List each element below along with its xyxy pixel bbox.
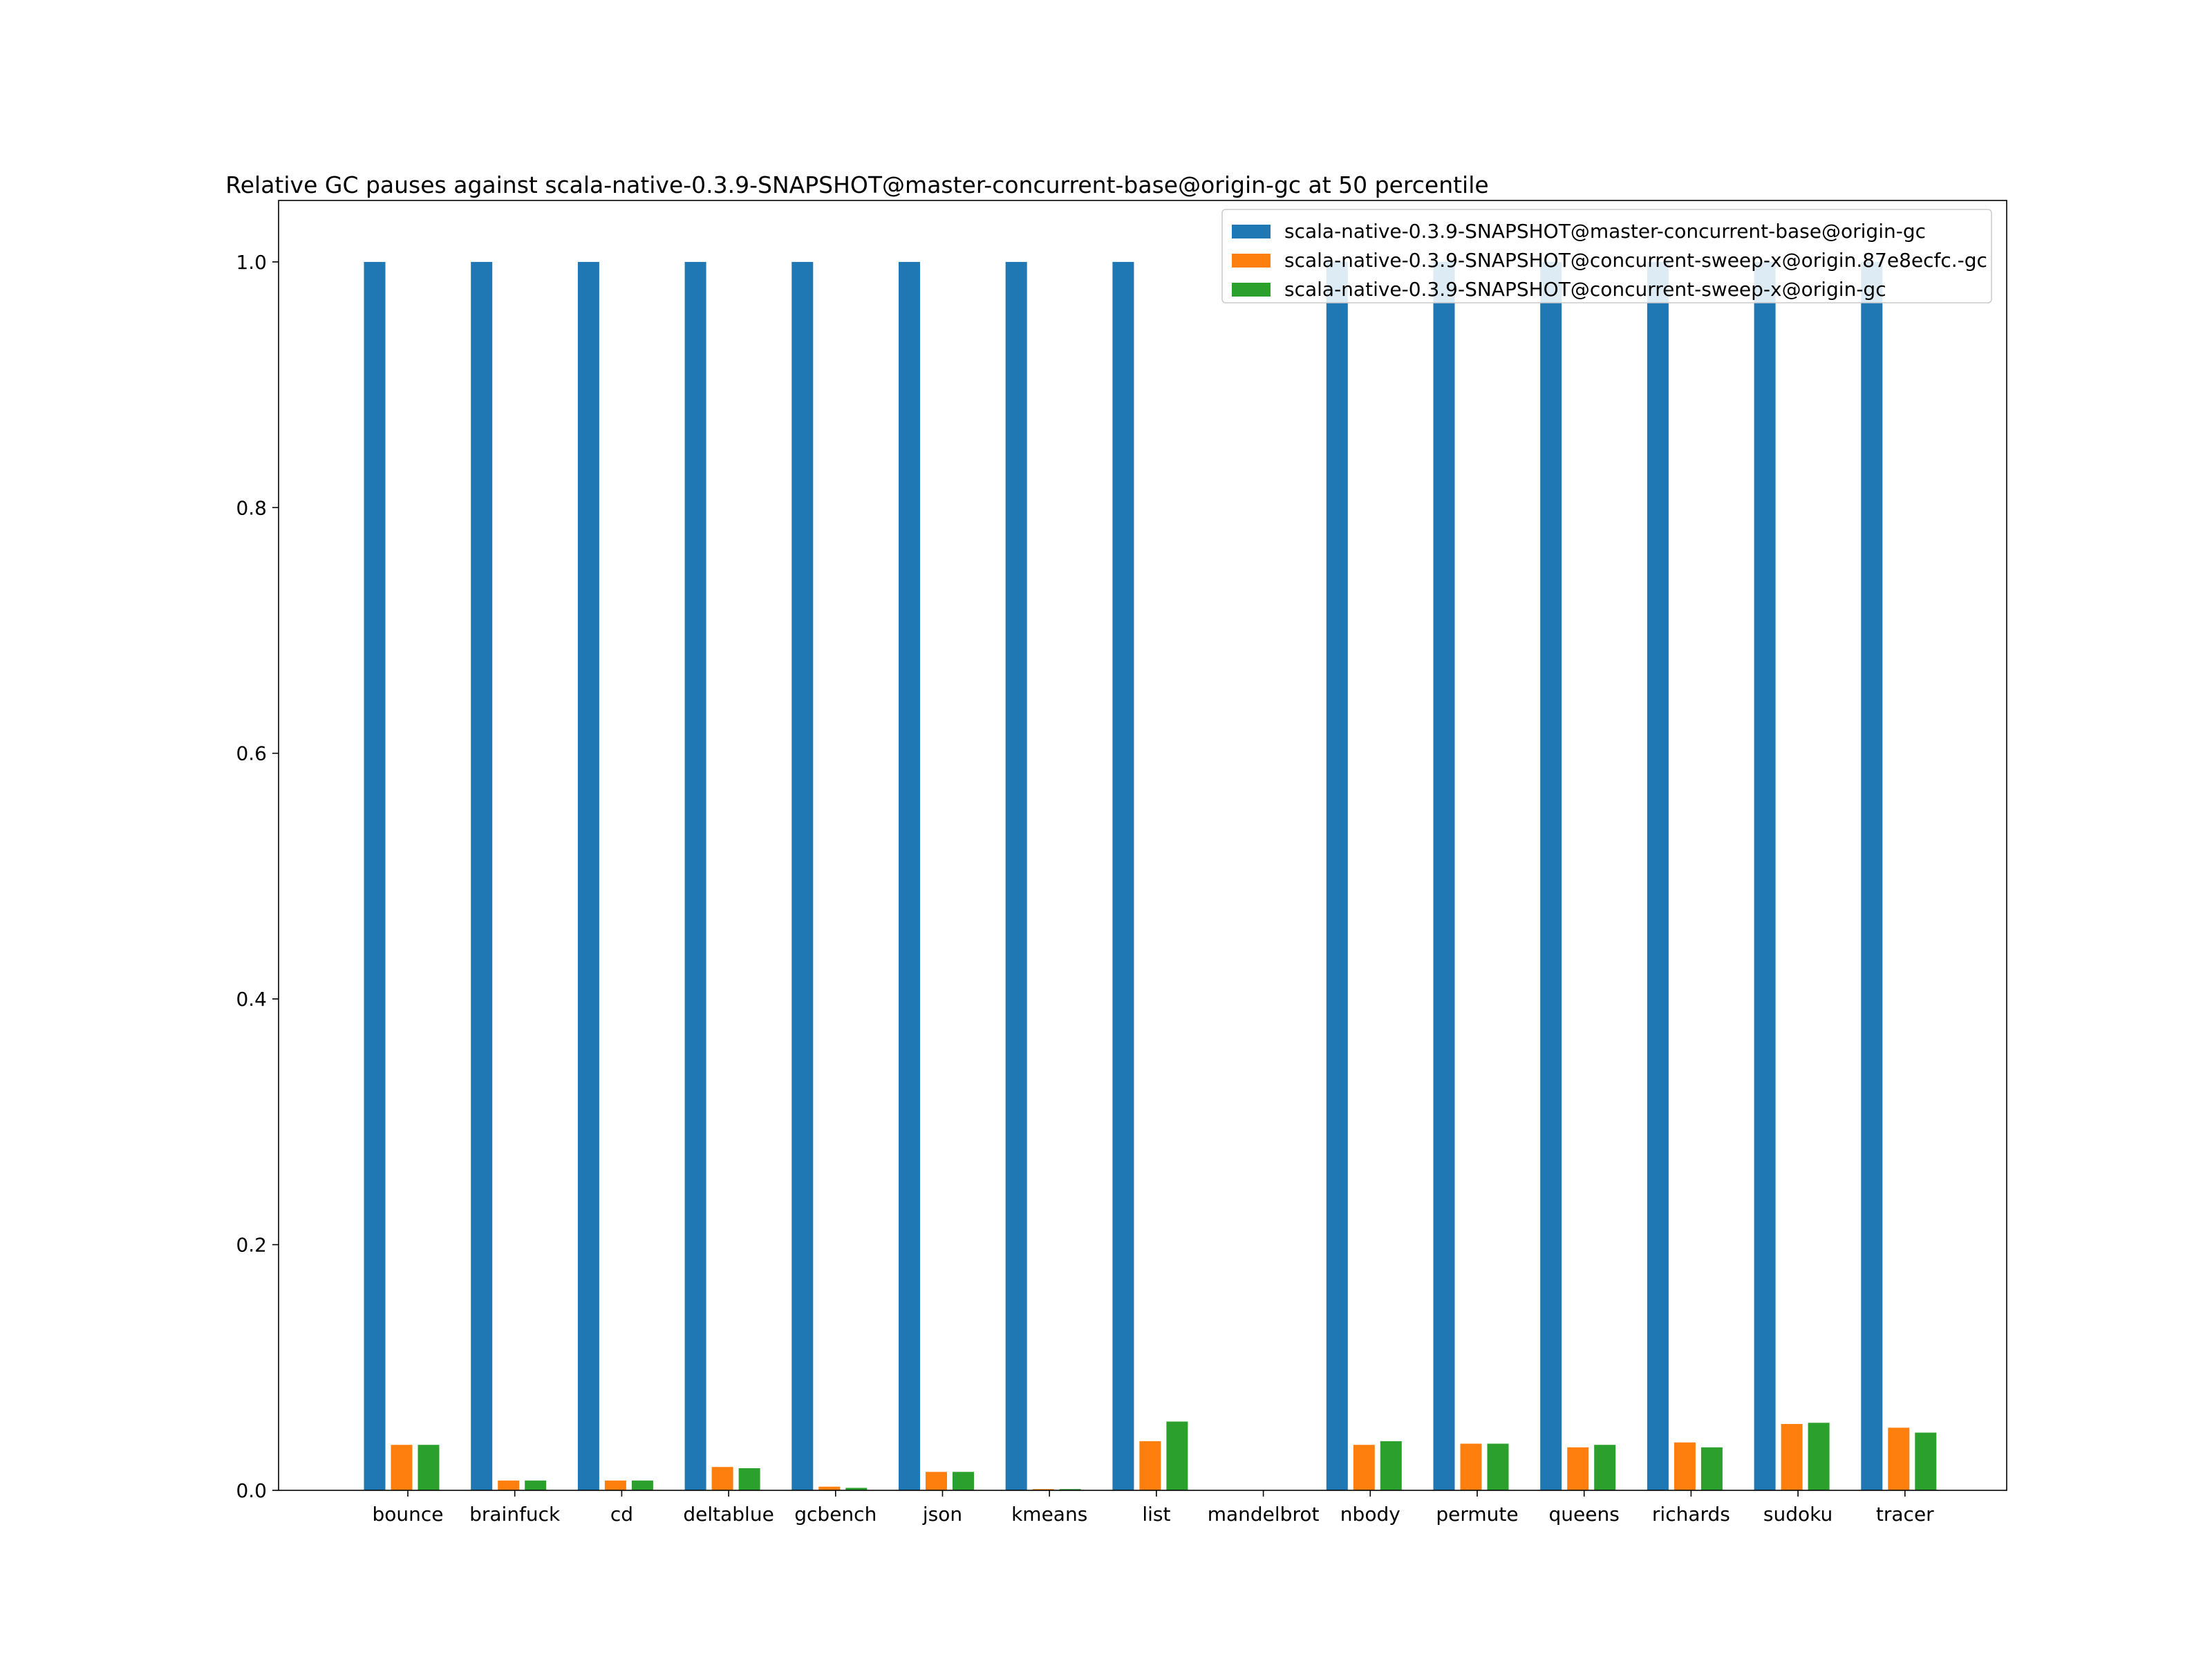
legend-swatch xyxy=(1232,283,1271,297)
legend-swatch xyxy=(1232,254,1271,268)
bar-queens-series-2 xyxy=(1567,1447,1589,1490)
bar-gcbench-series-3 xyxy=(845,1488,868,1490)
bar-richards-series-3 xyxy=(1700,1447,1723,1490)
x-tick-label: json xyxy=(922,1503,962,1526)
legend-box xyxy=(1221,209,1992,303)
y-tick-label: 0.0 xyxy=(236,1479,267,1502)
bar-deltablue-series-1 xyxy=(684,261,706,1490)
bar-deltablue-series-2 xyxy=(711,1467,733,1490)
bar-json-series-3 xyxy=(953,1472,974,1490)
legend-label: scala-native-0.3.9-SNAPSHOT@concurrent-s… xyxy=(1284,249,1987,272)
bar-tracer-series-1 xyxy=(1861,261,1883,1490)
bar-tracer-series-2 xyxy=(1888,1427,1910,1490)
bar-gcbench-series-1 xyxy=(791,261,814,1490)
bar-gcbench-series-2 xyxy=(818,1486,841,1490)
bar-sudoku-series-2 xyxy=(1781,1424,1803,1490)
bar-list-series-2 xyxy=(1139,1441,1161,1490)
bar-deltablue-series-3 xyxy=(738,1468,760,1490)
legend: scala-native-0.3.9-SNAPSHOT@master-concu… xyxy=(1221,209,1992,303)
x-tick-label: gcbench xyxy=(794,1503,877,1526)
bar-json-series-1 xyxy=(899,261,920,1490)
y-tick-label: 0.6 xyxy=(236,742,267,765)
bar-nbody-series-3 xyxy=(1380,1441,1402,1490)
bar-permute-series-1 xyxy=(1433,261,1455,1490)
bar-json-series-2 xyxy=(926,1472,947,1490)
x-tick-label: kmeans xyxy=(1011,1503,1087,1526)
bars-layer xyxy=(364,261,1937,1490)
bar-bounce-series-1 xyxy=(364,261,386,1490)
plot-frame xyxy=(278,200,2007,1491)
x-tick-label: list xyxy=(1142,1503,1170,1526)
bar-cd-series-2 xyxy=(604,1480,626,1490)
bar-brainfuck-series-2 xyxy=(498,1480,520,1490)
y-tick-label: 0.8 xyxy=(236,496,267,519)
bar-cd-series-1 xyxy=(577,261,599,1490)
bar-permute-series-2 xyxy=(1460,1443,1482,1490)
bar-brainfuck-series-3 xyxy=(525,1480,547,1490)
bar-sudoku-series-1 xyxy=(1754,261,1776,1490)
x-tick-label: brainfuck xyxy=(469,1503,561,1526)
y-tick-label: 0.2 xyxy=(236,1234,267,1257)
x-tick-label: tracer xyxy=(1876,1503,1934,1526)
y-tick-label: 1.0 xyxy=(236,251,267,274)
chart-title: Relative GC pauses against scala-native-… xyxy=(225,171,1488,198)
bar-cd-series-3 xyxy=(631,1480,653,1490)
bar-list-series-1 xyxy=(1112,261,1134,1490)
bar-nbody-series-2 xyxy=(1353,1445,1375,1490)
bar-permute-series-3 xyxy=(1487,1443,1509,1490)
x-tick-label: mandelbrot xyxy=(1208,1503,1320,1526)
bar-nbody-series-1 xyxy=(1326,261,1348,1490)
y-tick-label: 0.4 xyxy=(236,988,267,1011)
bar-bounce-series-2 xyxy=(391,1445,413,1490)
bar-sudoku-series-3 xyxy=(1808,1423,1830,1490)
bar-kmeans-series-3 xyxy=(1059,1489,1081,1490)
x-tick-label: cd xyxy=(610,1503,633,1526)
bar-richards-series-1 xyxy=(1647,261,1669,1490)
x-axis: bounce brainfuck cd deltablue gcbench json kme… xyxy=(372,1490,1934,1526)
bar-queens-series-1 xyxy=(1540,261,1562,1490)
x-tick-label: nbody xyxy=(1340,1503,1400,1526)
bar-kmeans-series-2 xyxy=(1032,1489,1054,1490)
y-axis: 0.0 0.2 0.4 0.6 0.8 1.0 xyxy=(236,251,279,1502)
bar-tracer-series-3 xyxy=(1915,1432,1937,1490)
legend-label: scala-native-0.3.9-SNAPSHOT@master-concu… xyxy=(1284,220,1926,243)
bar-kmeans-series-1 xyxy=(1005,261,1027,1490)
bar-queens-series-3 xyxy=(1594,1445,1616,1490)
x-tick-label: permute xyxy=(1436,1503,1518,1526)
bar-richards-series-2 xyxy=(1674,1442,1696,1490)
x-tick-label: bounce xyxy=(372,1503,443,1526)
bar-list-series-3 xyxy=(1166,1421,1188,1490)
legend-swatch xyxy=(1232,225,1271,238)
x-tick-label: queens xyxy=(1549,1503,1620,1526)
x-tick-label: deltablue xyxy=(683,1503,774,1526)
legend-label: scala-native-0.3.9-SNAPSHOT@concurrent-s… xyxy=(1284,278,1886,301)
bar-brainfuck-series-1 xyxy=(471,261,493,1490)
x-tick-label: richards xyxy=(1652,1503,1730,1526)
bar-bounce-series-3 xyxy=(418,1445,440,1490)
x-tick-label: sudoku xyxy=(1763,1503,1833,1526)
